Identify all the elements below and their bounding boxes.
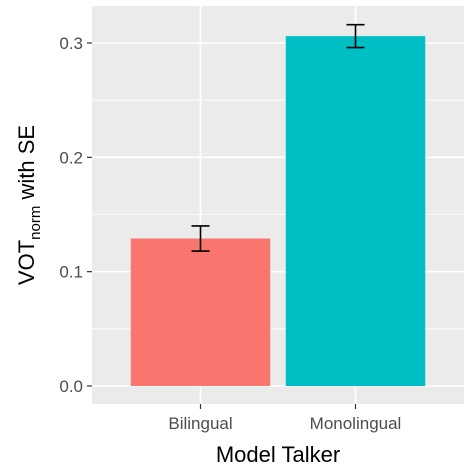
y-axis-title: VOTnorm with SE [14, 125, 44, 285]
x-tick-label: Monolingual [310, 414, 402, 433]
x-tick-label: Bilingual [168, 414, 232, 433]
y-axis-title-suffix: with SE [14, 125, 39, 206]
error-bars [191, 23, 365, 252]
bars [130, 36, 426, 386]
y-axis-title-subscript: norm [27, 206, 44, 240]
bar [130, 238, 271, 386]
y-tick-label: 0.3 [59, 34, 83, 53]
y-tick-label: 0.1 [59, 263, 83, 282]
y-axis: 0.0 0.1 0.2 0.3 [59, 34, 92, 396]
bar [285, 36, 426, 386]
y-tick-label: 0.2 [59, 148, 83, 167]
x-axis-title: Model Talker [216, 442, 340, 467]
y-tick-label: 0.0 [59, 377, 83, 396]
x-axis: Bilingual Monolingual [168, 404, 401, 433]
y-axis-title-main: VOT [14, 240, 39, 285]
